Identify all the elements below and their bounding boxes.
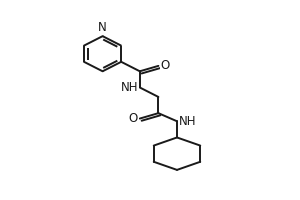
Text: N: N	[98, 21, 107, 34]
Text: NH: NH	[179, 115, 196, 128]
Text: O: O	[129, 112, 138, 125]
Text: NH: NH	[120, 81, 138, 94]
Text: O: O	[160, 59, 170, 72]
